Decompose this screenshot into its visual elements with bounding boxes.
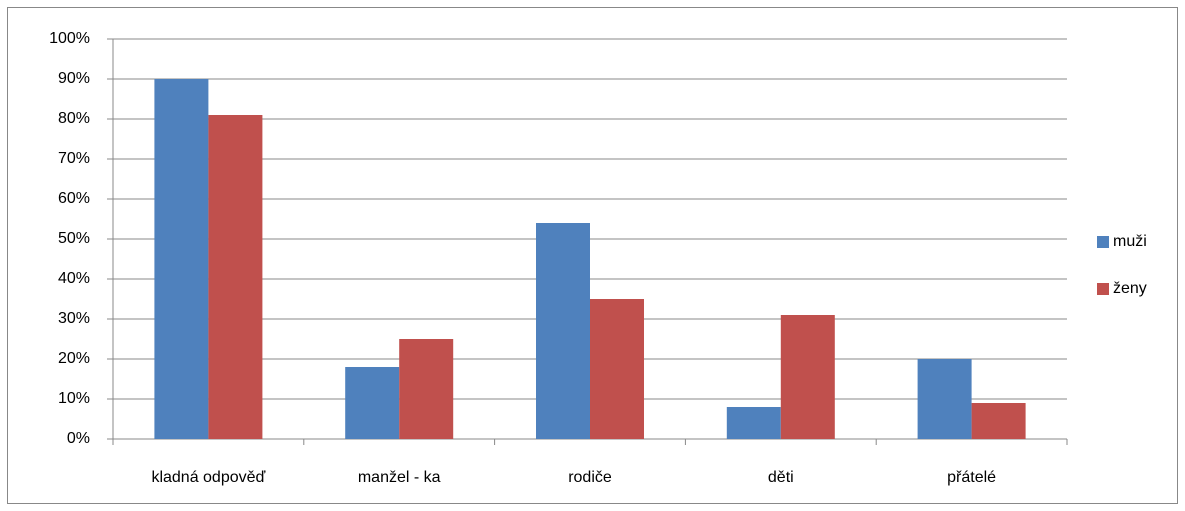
bar (726, 407, 781, 439)
y-tick-label: 0% (67, 430, 90, 447)
bar (917, 359, 972, 439)
x-tick-label: manžel - ka (358, 469, 441, 486)
bar (399, 339, 454, 439)
y-tick-label: 80% (58, 110, 90, 127)
y-tick-label: 70% (58, 150, 90, 167)
bar (536, 223, 590, 439)
bar (345, 367, 400, 439)
legend-label: ženy (1113, 280, 1147, 297)
y-tick-label: 10% (58, 390, 90, 407)
bar (780, 315, 835, 439)
y-tick-label: 20% (58, 350, 90, 367)
bar (971, 403, 1026, 439)
y-tick-label: 60% (58, 190, 90, 207)
legend-label: muži (1113, 233, 1147, 250)
bar (154, 79, 209, 439)
y-tick-label: 50% (58, 230, 90, 247)
x-tick-label: rodiče (568, 469, 612, 486)
legend-swatch (1097, 283, 1109, 295)
legend-swatch (1097, 236, 1109, 248)
y-tick-label: 100% (49, 30, 90, 47)
y-tick-label: 90% (58, 70, 90, 87)
x-tick-label: kladná odpověď (151, 469, 265, 486)
y-tick-label: 40% (58, 270, 90, 287)
x-tick-label: děti (768, 469, 794, 486)
y-tick-label: 30% (58, 310, 90, 327)
bar (208, 115, 263, 439)
x-tick-label: přátelé (947, 469, 996, 486)
bar (590, 299, 644, 439)
